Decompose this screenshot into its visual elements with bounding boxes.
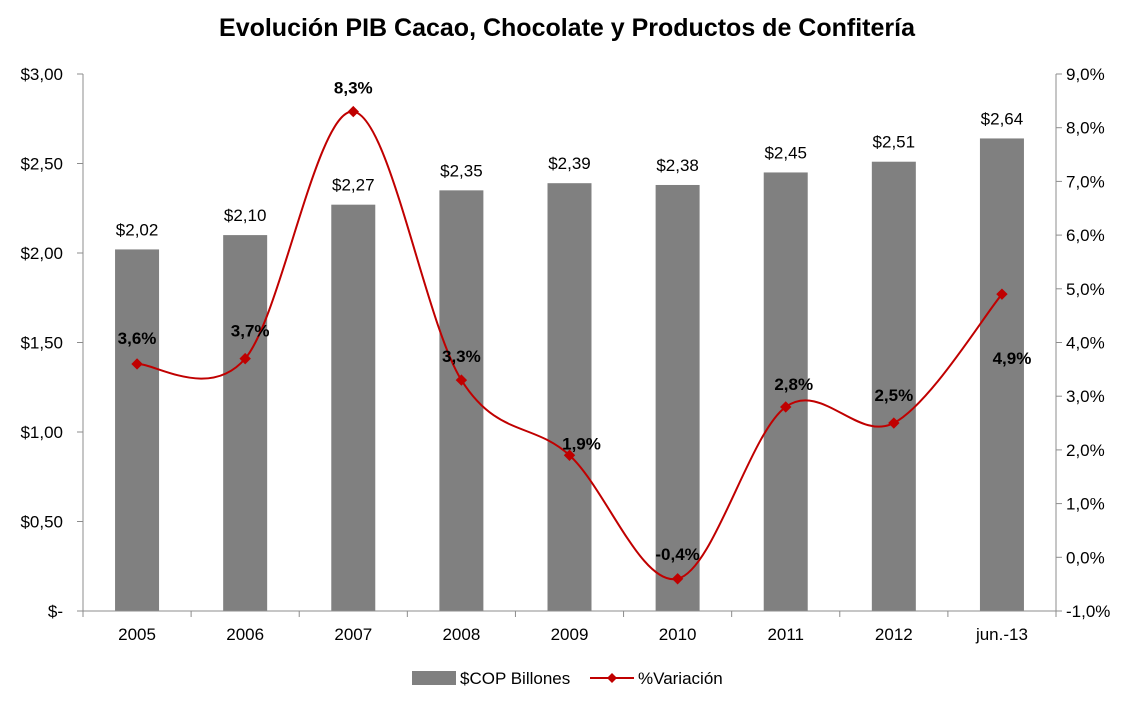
bar-2012 <box>871 161 916 611</box>
y-left-tick-label: $2,50 <box>20 155 63 174</box>
y-right-tick-label: 2,0% <box>1066 441 1105 460</box>
x-tick-label: 2006 <box>226 625 264 644</box>
chart-title: Evolución PIB Cacao, Chocolate y Product… <box>219 14 915 42</box>
y-right-tick-label: 1,0% <box>1066 495 1105 514</box>
line-point-2010 <box>671 573 684 585</box>
x-tick-label: 2009 <box>551 625 589 644</box>
y-left-tick-label: $0,50 <box>20 513 63 532</box>
legend-swatch-bars <box>412 671 456 685</box>
legend-label-bars: $COP Billones <box>460 669 570 688</box>
y-right-tick-label: 4,0% <box>1066 334 1105 353</box>
line-value-label: 3,7% <box>231 322 270 341</box>
y-right-tick-label: 3,0% <box>1066 387 1105 406</box>
x-tick-label: jun.-13 <box>975 625 1028 644</box>
bar-value-label: $2,64 <box>981 109 1024 128</box>
bar-2006 <box>223 235 268 611</box>
line-point-2007 <box>347 105 359 118</box>
line-point-2006 <box>239 352 251 365</box>
bar-value-label: $2,35 <box>440 161 483 180</box>
line-value-label: 3,3% <box>442 347 481 366</box>
line-point-2011 <box>780 401 792 413</box>
x-tick-label: 2007 <box>334 625 372 644</box>
bar-2011 <box>763 172 808 611</box>
line-point-2009 <box>563 449 576 461</box>
y-left-tick-label: $3,00 <box>20 65 63 84</box>
line-value-label: 4,9% <box>993 349 1032 368</box>
bar-value-label: $2,10 <box>224 206 267 225</box>
y-left-tick-label: $1,50 <box>20 334 63 353</box>
x-tick-label: 2011 <box>767 625 804 644</box>
bar-2005 <box>115 249 160 612</box>
bar-value-label: $2,39 <box>548 154 591 173</box>
bar-jun.-13 <box>979 138 1024 611</box>
y-right-tick-label: 6,0% <box>1066 226 1105 245</box>
y-left-tick-label: $- <box>48 602 63 621</box>
bar-value-label: $2,38 <box>656 156 699 175</box>
line-value-label: 2,8% <box>774 375 813 394</box>
bar-value-label: $2,45 <box>764 143 807 162</box>
bar-value-label: $2,51 <box>873 133 916 152</box>
x-tick-label: 2012 <box>875 625 913 644</box>
y-right-tick-label: 7,0% <box>1066 172 1105 191</box>
series-line-variacion <box>137 110 1003 580</box>
line-value-label: 1,9% <box>562 434 601 453</box>
bar-value-label: $2,02 <box>116 220 159 239</box>
legend-label-line: %Variación <box>638 669 723 688</box>
y-left-tick-label: $1,00 <box>20 423 63 442</box>
y-right-tick-label: 8,0% <box>1066 119 1105 138</box>
legend-marker-line <box>607 673 617 683</box>
x-tick-label: 2008 <box>442 625 480 644</box>
line-point-jun.-13 <box>996 288 1008 300</box>
y-right-tick-label: 5,0% <box>1066 280 1105 299</box>
line-value-label: -0,4% <box>655 545 699 564</box>
y-right-tick-label: -1,0% <box>1066 602 1110 621</box>
line-point-2005 <box>131 358 143 370</box>
line-point-2012 <box>888 417 900 429</box>
bar-2010 <box>655 184 700 612</box>
line-point-2008 <box>455 374 468 386</box>
x-tick-label: 2010 <box>659 625 697 644</box>
y-right-tick-label: 9,0% <box>1066 65 1105 84</box>
y-left-tick-label: $2,00 <box>20 244 63 263</box>
x-tick-label: 2005 <box>118 625 156 644</box>
y-right-tick-label: 0,0% <box>1066 548 1105 567</box>
line-value-label: 3,6% <box>118 329 157 348</box>
bar-value-label: $2,27 <box>332 176 375 195</box>
line-value-label: 8,3% <box>334 79 373 98</box>
bar-2009 <box>547 183 592 611</box>
line-value-label: 2,5% <box>874 386 913 405</box>
bar-2007 <box>331 204 376 612</box>
